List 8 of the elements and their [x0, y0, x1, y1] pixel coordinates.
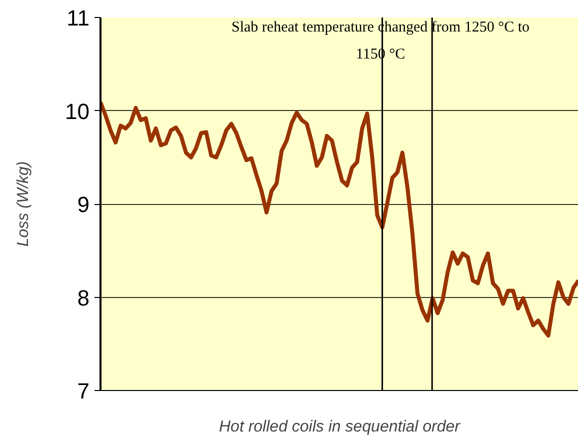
y-tick-label: 7: [77, 378, 90, 404]
y-tick-label: 11: [66, 6, 90, 30]
y-tick-label: 8: [77, 285, 90, 310]
x-axis-title: Hot rolled coils in sequential order: [218, 418, 461, 436]
y-tick-label: 10: [65, 98, 90, 124]
line-series: [100, 100, 578, 338]
y-axis-title: Loss (W/kg): [15, 161, 32, 247]
y-tick-label: 9: [77, 192, 90, 217]
